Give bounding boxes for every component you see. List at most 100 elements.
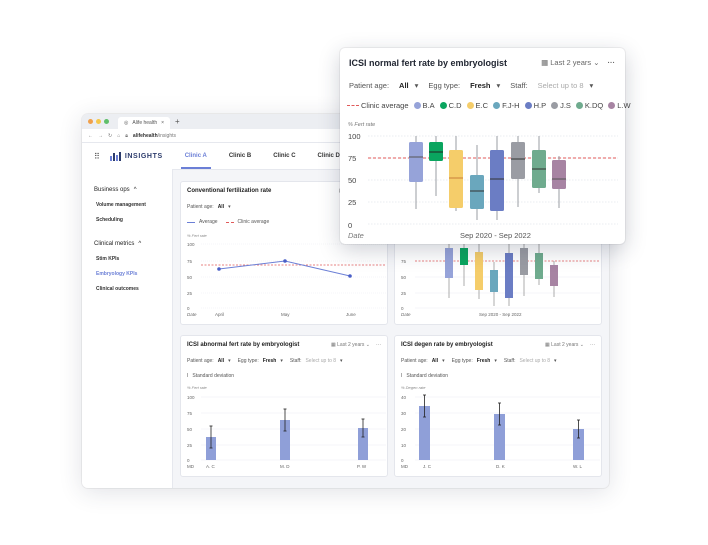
more-options-icon[interactable]: ··· [590, 342, 595, 348]
svg-text:A. C: A. C [206, 464, 216, 469]
svg-text:0: 0 [187, 458, 190, 463]
legend-item[interactable]: B.A [413, 101, 435, 110]
svg-text:J. C: J. C [423, 464, 432, 469]
calendar-icon: ▦ [545, 342, 552, 348]
patient-age-select[interactable]: All [217, 204, 225, 210]
tab-clinic-d[interactable]: Clinic D [317, 153, 340, 159]
patient-age-select[interactable]: All [431, 358, 439, 364]
svg-text:40: 40 [401, 395, 407, 400]
egg-type-select[interactable]: Fresh [262, 358, 277, 364]
legend-item[interactable]: E.C [466, 101, 488, 110]
egg-type-select[interactable]: Fresh [476, 358, 491, 364]
back-icon[interactable]: ← [88, 132, 93, 139]
staff-select[interactable]: Select up to 8 [519, 358, 551, 364]
apps-grid-icon[interactable]: ⠿ [94, 151, 100, 161]
svg-text:75: 75 [187, 411, 193, 416]
chevron-up-icon: ^ [133, 187, 137, 193]
window-minimize-dot[interactable] [96, 119, 101, 124]
svg-text:Date: Date [348, 231, 364, 240]
box-plot-chart: % Fert rate 100 75 50 25 0 Date Sep 2020 - S… [348, 122, 618, 240]
url-text[interactable]: alifehealth/insights [132, 132, 176, 139]
svg-text:30: 30 [401, 411, 407, 416]
svg-text:50: 50 [187, 275, 193, 280]
window-maximize-dot[interactable] [104, 119, 109, 124]
bar-chart-abnormal: % Fert rate 100 75 50 25 0 MD A. C M. D P. W [187, 385, 386, 469]
tab-clinic-a[interactable]: Clinic A [180, 143, 211, 169]
sidebar-item-scheduling[interactable]: Scheduling [96, 217, 123, 223]
browser-tab[interactable]: ◎ Alife health × [118, 117, 171, 129]
line-chart: % Fert rate 100 75 50 25 0 Date April May June [187, 233, 386, 317]
tab-clinic-b[interactable]: Clinic B [228, 153, 252, 159]
legend-clinic-average[interactable]: Clinic average [347, 101, 409, 110]
caret-down-icon: ▾ [442, 358, 445, 364]
card-title: ICSI degen rate by embryologist [401, 342, 493, 348]
card-title: Conventional fertilization rate [187, 188, 272, 194]
egg-type-select[interactable]: Fresh [470, 81, 491, 90]
legend-item[interactable]: L.W [608, 101, 631, 110]
chevron-up-icon: ^ [138, 241, 142, 247]
tab-clinic-c[interactable]: Clinic C [273, 153, 296, 159]
sidebar-item-volume-management[interactable]: Volume management [96, 202, 146, 208]
filters: Patient age: All ▾ Egg type: Fresh ▾ Staff: S… [349, 81, 594, 90]
caret-down-icon: ▾ [340, 358, 343, 364]
clinic-average-line-icon [225, 221, 234, 223]
calendar-icon: ▦ [541, 58, 551, 67]
svg-text:D. K: D. K [496, 464, 505, 469]
legend-item[interactable]: K.DQ [575, 101, 603, 110]
bar-logo-icon [109, 151, 121, 161]
more-options-icon[interactable]: ··· [376, 342, 381, 348]
svg-text:0: 0 [348, 221, 352, 230]
caret-down-icon: ▾ [228, 204, 231, 210]
svg-text:50: 50 [401, 275, 407, 280]
legend: Ι Standard deviation [187, 373, 235, 379]
svg-text:Sep 2020 - Sep 2022: Sep 2020 - Sep 2022 [460, 231, 531, 240]
date-range-select[interactable]: ▦ Last 2 years ⌄ [541, 58, 600, 67]
date-range-select[interactable]: ▦ Last 2 years ⌄ [331, 342, 370, 348]
legend-item[interactable]: H.P [524, 101, 546, 110]
patient-age-select[interactable]: All [217, 358, 225, 364]
filters: Patient age: All ▾ Egg type: Fresh ▾ Staff: S… [187, 358, 343, 364]
svg-text:% Fert rate: % Fert rate [348, 122, 375, 128]
close-tab-icon[interactable]: × [161, 120, 165, 126]
svg-text:MD: MD [401, 464, 409, 469]
sidebar-item-stim-kpis[interactable]: Stim KPIs [96, 256, 120, 262]
svg-text:25: 25 [187, 291, 193, 296]
legend-item[interactable]: F.J-H [493, 101, 520, 110]
svg-text:75: 75 [187, 259, 193, 264]
favicon-icon: ◎ [124, 120, 129, 126]
legend-item[interactable]: J.S [551, 101, 571, 110]
degen-rate-card: ICSI degen rate by embryologist ▦ Last 2… [394, 335, 602, 477]
caret-down-icon: ▾ [554, 358, 557, 364]
sidebar-item-embryology-kpis[interactable]: Embryology KPIs [96, 271, 138, 277]
bar-chart-degen: % Degen rate 40 30 20 10 0 MD J. C D. K W. L [401, 385, 600, 469]
home-icon[interactable]: ⌂ [117, 132, 121, 139]
svg-text:MD: MD [187, 464, 195, 469]
svg-text:P. W: P. W [357, 464, 367, 469]
staff-select[interactable]: Select up to 8 [305, 358, 337, 364]
app-logo: INSIGHTS [109, 151, 163, 161]
svg-text:50: 50 [348, 176, 356, 185]
card-title: ICSI abnormal fert rate by embryologist [187, 342, 300, 348]
legend-item[interactable]: C.D [439, 101, 462, 110]
dashed-line-icon [347, 105, 359, 106]
svg-text:W. L: W. L [573, 464, 582, 469]
reload-icon[interactable]: ↻ [108, 132, 113, 139]
svg-text:100: 100 [187, 242, 195, 247]
tab-title: Alife health [132, 120, 158, 126]
caret-down-icon: ▾ [280, 358, 283, 364]
svg-text:100: 100 [348, 132, 361, 141]
caret-down-icon: ▾ [494, 358, 497, 364]
svg-text:50: 50 [187, 427, 193, 432]
window-close-dot[interactable] [88, 119, 93, 124]
more-options-icon[interactable]: ··· [607, 58, 616, 67]
svg-text:25: 25 [401, 291, 407, 296]
sidebar-item-clinical-outcomes[interactable]: Clinical outcomes [96, 286, 139, 292]
forward-icon[interactable]: → [98, 132, 103, 139]
staff-select[interactable]: Select up to 8 [537, 81, 584, 90]
patient-age-select[interactable]: All [399, 81, 409, 90]
new-tab-icon[interactable]: + [175, 117, 180, 126]
sidebar-section-clinical-metrics[interactable]: Clinical metrics ^ [94, 241, 142, 247]
date-range-select[interactable]: ▦ Last 2 years ⌄ [545, 342, 584, 348]
sidebar-section-business-ops[interactable]: Business ops ^ [94, 187, 137, 193]
svg-text:Date: Date [187, 312, 197, 317]
